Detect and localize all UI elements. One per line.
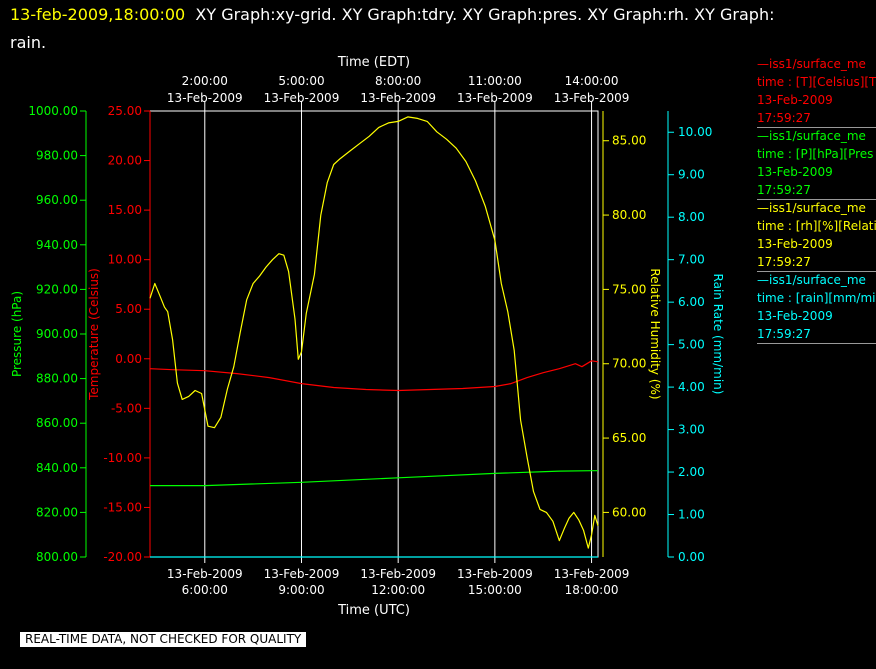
graph-titles-wrap: rain.: [10, 33, 47, 52]
series-pressure-line: [150, 470, 598, 487]
x-tick-label-date-top: 13-Feb-2009: [554, 91, 630, 105]
legend-series: —iss1/surface_me: [757, 201, 866, 215]
qc-warning: REAL-TIME DATA, NOT CHECKED FOR QUALITY: [20, 632, 307, 647]
humidity-tick-label: 85.00: [612, 134, 646, 148]
timestamp: 13-feb-2009,18:00:00: [10, 5, 186, 24]
temperature-tick-label: 5.00: [115, 302, 142, 316]
x-tick-label-time: 12:00:00: [371, 583, 425, 597]
rain-tick-label: 5.00: [678, 338, 705, 352]
x-tick-label-time-top: 5:00:00: [278, 74, 324, 88]
humidity-axis-title: Relative Humidity (%): [648, 268, 662, 399]
x-tick-label-date-top: 13-Feb-2009: [360, 91, 436, 105]
rain-axis-title: Rain Rate (mm/min): [711, 274, 725, 395]
rain-tick-label: 10.00: [678, 125, 712, 139]
legend-series: —iss1/surface_me: [757, 273, 866, 287]
x-tick-label-time: 9:00:00: [278, 583, 324, 597]
legend-date: 13-Feb-2009: [757, 165, 833, 179]
pressure-tick-label: 800.00: [36, 550, 78, 564]
page-header: 13-feb-2009,18:00:00 XY Graph:xy-grid. X…: [10, 1, 870, 57]
temperature-tick-label: -20.00: [103, 550, 142, 564]
legend-field: time : [P][hPa][Pres: [757, 147, 874, 161]
humidity-tick-label: 75.00: [612, 282, 646, 296]
pressure-tick-label: 900.00: [36, 327, 78, 341]
x-tick-label-time-top: 14:00:00: [565, 74, 619, 88]
x-axis-title-top: Time (EDT): [337, 55, 410, 70]
legend-date: 13-Feb-2009: [757, 93, 833, 107]
rain-tick-label: 1.00: [678, 508, 705, 522]
pressure-tick-label: 920.00: [36, 282, 78, 296]
legend-date: 13-Feb-2009: [757, 309, 833, 323]
x-tick-label-date: 13-Feb-2009: [264, 567, 340, 581]
temperature-tick-label: 20.00: [108, 154, 142, 168]
legend-field: time : [rain][mm/mi: [757, 291, 876, 305]
pressure-tick-label: 860.00: [36, 416, 78, 430]
x-tick-label-time: 18:00:00: [565, 583, 619, 597]
x-tick-label-date-top: 13-Feb-2009: [457, 91, 533, 105]
rain-tick-label: 2.00: [678, 465, 705, 479]
legend-time: 17:59:27: [757, 111, 811, 125]
plot-frame: [149, 110, 599, 558]
x-tick-label-time-top: 2:00:00: [182, 74, 228, 88]
temperature-tick-label: 15.00: [108, 203, 142, 217]
rain-tick-label: 8.00: [678, 210, 705, 224]
temperature-tick-label: -5.00: [111, 401, 142, 415]
rain-tick-label: 4.00: [678, 380, 705, 394]
legend-series: —iss1/surface_me: [757, 129, 866, 143]
pressure-tick-label: 840.00: [36, 461, 78, 475]
legend-item-temperature: —iss1/surface_me time : [T][Celsius][T 1…: [757, 55, 876, 128]
legend-item-rain: —iss1/surface_me time : [rain][mm/mi 13-…: [757, 271, 876, 344]
temperature-tick-label: -10.00: [103, 451, 142, 465]
rain-tick-label: 3.00: [678, 423, 705, 437]
pressure-tick-label: 880.00: [36, 372, 78, 386]
x-tick-label-date: 13-Feb-2009: [457, 567, 533, 581]
x-tick-label-date-top: 13-Feb-2009: [264, 91, 340, 105]
pressure-tick-label: 960.00: [36, 193, 78, 207]
rain-tick-label: 9.00: [678, 168, 705, 182]
humidity-tick-label: 60.00: [612, 505, 646, 519]
legend-date: 13-Feb-2009: [757, 237, 833, 251]
legend-time: 17:59:27: [757, 183, 811, 197]
x-tick-label-date-top: 13-Feb-2009: [167, 91, 243, 105]
graph-titles: XY Graph:xy-grid. XY Graph:tdry. XY Grap…: [195, 5, 775, 24]
humidity-tick-label: 70.00: [612, 357, 646, 371]
legend-item-pressure: —iss1/surface_me time : [P][hPa][Pres 13…: [757, 127, 876, 200]
rain-tick-label: 6.00: [678, 295, 705, 309]
pressure-tick-label: 1000.00: [28, 104, 78, 118]
x-axis-title-bottom: Time (UTC): [337, 603, 410, 618]
x-tick-label-time-top: 11:00:00: [468, 74, 522, 88]
pressure-axis-title: Pressure (hPa): [10, 291, 24, 377]
pressure-tick-label: 820.00: [36, 505, 78, 519]
x-tick-label-time-top: 8:00:00: [375, 74, 421, 88]
pressure-tick-label: 940.00: [36, 238, 78, 252]
temperature-axis-title: Temperature (Celsius): [87, 268, 101, 401]
rain-tick-label: 7.00: [678, 253, 705, 267]
legend-field: time : [rh][%][Relati: [757, 219, 876, 233]
series-temperature-line: [149, 360, 599, 392]
temperature-tick-label: -15.00: [103, 500, 142, 514]
temperature-tick-label: 10.00: [108, 253, 142, 267]
x-tick-label-time: 6:00:00: [182, 583, 228, 597]
pressure-tick-label: 980.00: [36, 149, 78, 163]
legend-series: —iss1/surface_me: [757, 57, 866, 71]
humidity-tick-label: 80.00: [612, 208, 646, 222]
temperature-tick-label: 0.00: [115, 352, 142, 366]
x-tick-label-date: 13-Feb-2009: [554, 567, 630, 581]
legend-item-humidity: —iss1/surface_me time : [rh][%][Relati 1…: [757, 199, 876, 272]
legend-time: 17:59:27: [757, 255, 811, 269]
series-humidity-line: [149, 116, 599, 549]
x-tick-label-date: 13-Feb-2009: [167, 567, 243, 581]
x-tick-label-time: 15:00:00: [468, 583, 522, 597]
humidity-tick-label: 65.00: [612, 431, 646, 445]
x-tick-label-date: 13-Feb-2009: [360, 567, 436, 581]
rain-tick-label: 0.00: [678, 550, 705, 564]
legend-time: 17:59:27: [757, 327, 811, 341]
legend-field: time : [T][Celsius][T: [757, 75, 876, 89]
temperature-tick-label: 25.00: [108, 104, 142, 118]
